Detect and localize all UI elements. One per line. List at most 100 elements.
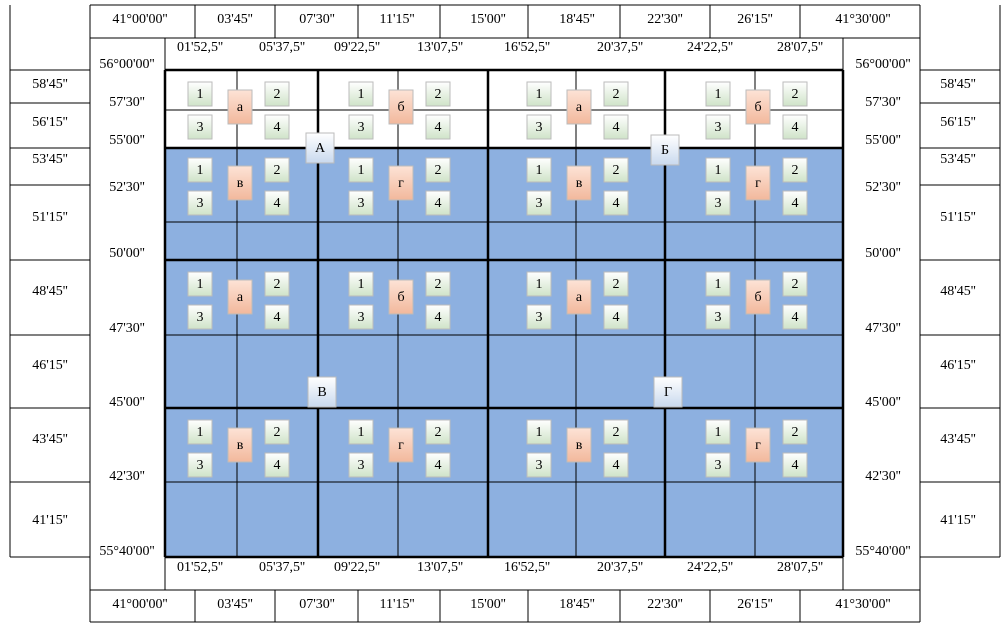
latitude-label: 51'15'': [32, 210, 68, 225]
quadrant-number-box: [348, 304, 374, 330]
latitude-label: 53'45'': [940, 152, 976, 167]
sheet-letter-box: [388, 165, 414, 201]
longitude-label: 09'22,5'': [334, 40, 380, 55]
quadrant-number: 3: [536, 310, 543, 325]
latitude-label: 56'15'': [32, 115, 68, 130]
quadrant-number: 3: [197, 458, 204, 473]
quadrant-number: 4: [792, 310, 799, 325]
quadrant-number: 2: [792, 163, 799, 178]
quadrant-number-box: [264, 452, 290, 478]
longitude-label: 16'52,5'': [504, 560, 550, 575]
quadrant-number: 2: [613, 87, 620, 102]
sheet-letter-box: [566, 165, 592, 201]
quadrant-number: 1: [536, 425, 543, 440]
latitude-label: 42'30'': [865, 469, 901, 484]
quadrant-number: 3: [358, 196, 365, 211]
quadrant-number-box: [705, 157, 731, 183]
quadrant-number-box: [603, 190, 629, 216]
sheet-name: В: [317, 385, 326, 400]
sheet-letter: б: [397, 100, 404, 115]
quadrant-number-box: [264, 157, 290, 183]
quadrant-number: 2: [613, 277, 620, 292]
latitude-label: 51'15'': [940, 210, 976, 225]
latitude-label: 58'45'': [32, 77, 68, 92]
quadrant-number-box: [705, 114, 731, 140]
longitude-label: 26'15'': [737, 12, 773, 27]
sheet-letter: г: [398, 438, 404, 453]
latitude-label: 56°00'00'': [99, 57, 154, 72]
quadrant-number: 3: [536, 458, 543, 473]
quadrant-number-box: [348, 81, 374, 107]
quadrant-number-box: [348, 271, 374, 297]
latitude-label: 53'45'': [32, 152, 68, 167]
sheet-letter: б: [754, 100, 761, 115]
quadrant-number: 3: [536, 196, 543, 211]
latitude-label: 48'45'': [32, 284, 68, 299]
quadrant-number-box: [705, 81, 731, 107]
sheet-name-box: [305, 132, 335, 164]
map-area: [165, 148, 843, 557]
quadrant-number-box: [526, 419, 552, 445]
quadrant-number: 1: [358, 277, 365, 292]
longitude-label: 41°00'00'': [112, 597, 167, 612]
sheet-letter-box: [227, 165, 253, 201]
quadrant-number: 4: [613, 310, 620, 325]
longitude-label: 15'00'': [470, 12, 506, 27]
quadrant-number-box: [264, 114, 290, 140]
latitude-label: 46'15'': [940, 358, 976, 373]
quadrant-number: 2: [274, 277, 281, 292]
quadrant-number: 2: [274, 163, 281, 178]
quadrant-number-box: [425, 304, 451, 330]
latitude-label: 43'45'': [32, 432, 68, 447]
sheet-letter: б: [397, 290, 404, 305]
quadrant-number-box: [264, 81, 290, 107]
quadrant-number: 1: [715, 277, 722, 292]
sheet-letter: в: [237, 438, 244, 453]
quadrant-number-box: [425, 419, 451, 445]
sheet-letter: б: [754, 290, 761, 305]
sheet-letter: г: [755, 176, 761, 191]
sheet-name-box: [650, 134, 680, 166]
longitude-label: 05'37,5'': [259, 40, 305, 55]
latitude-label: 55'00'': [865, 133, 901, 148]
longitude-label: 11'15'': [379, 597, 414, 612]
sheet-letter-box: [388, 89, 414, 125]
quadrant-number: 3: [715, 458, 722, 473]
quadrant-number-box: [187, 81, 213, 107]
quadrant-number: 4: [274, 196, 281, 211]
sheet-letter: в: [576, 176, 583, 191]
sheet-letter: а: [576, 290, 583, 305]
sheet-letter: в: [576, 438, 583, 453]
quadrant-number-box: [187, 114, 213, 140]
sheet-letter: г: [755, 438, 761, 453]
longitude-label: 24'22,5'': [687, 40, 733, 55]
sheet-letter-box: [745, 165, 771, 201]
quadrant-number: 4: [792, 196, 799, 211]
quadrant-number-box: [264, 190, 290, 216]
quadrant-number-box: [425, 190, 451, 216]
quadrant-number-box: [526, 452, 552, 478]
quadrant-number: 3: [358, 458, 365, 473]
latitude-label: 57'30'': [109, 95, 145, 110]
sheet-name: Г: [664, 385, 672, 400]
latitude-label: 50'00'': [865, 246, 901, 261]
quadrant-number-box: [782, 271, 808, 297]
latitude-label: 55°40'00'': [99, 544, 154, 559]
quadrant-number-box: [526, 304, 552, 330]
longitude-label: 07'30'': [299, 597, 335, 612]
sheet-letter-box: [227, 279, 253, 315]
longitude-label: 03'45'': [217, 12, 253, 27]
quadrant-number-box: [782, 81, 808, 107]
quadrant-number: 4: [613, 458, 620, 473]
longitude-label: 03'45'': [217, 597, 253, 612]
quadrant-number-box: [425, 452, 451, 478]
longitude-label: 26'15'': [737, 597, 773, 612]
quadrant-number: 4: [435, 310, 442, 325]
quadrant-number-box: [425, 81, 451, 107]
quadrant-number: 3: [715, 120, 722, 135]
quadrant-number: 1: [715, 163, 722, 178]
quadrant-number: 1: [536, 163, 543, 178]
quadrant-number-box: [526, 271, 552, 297]
sheet-letter: а: [576, 100, 583, 115]
latitude-label: 45'00'': [865, 395, 901, 410]
